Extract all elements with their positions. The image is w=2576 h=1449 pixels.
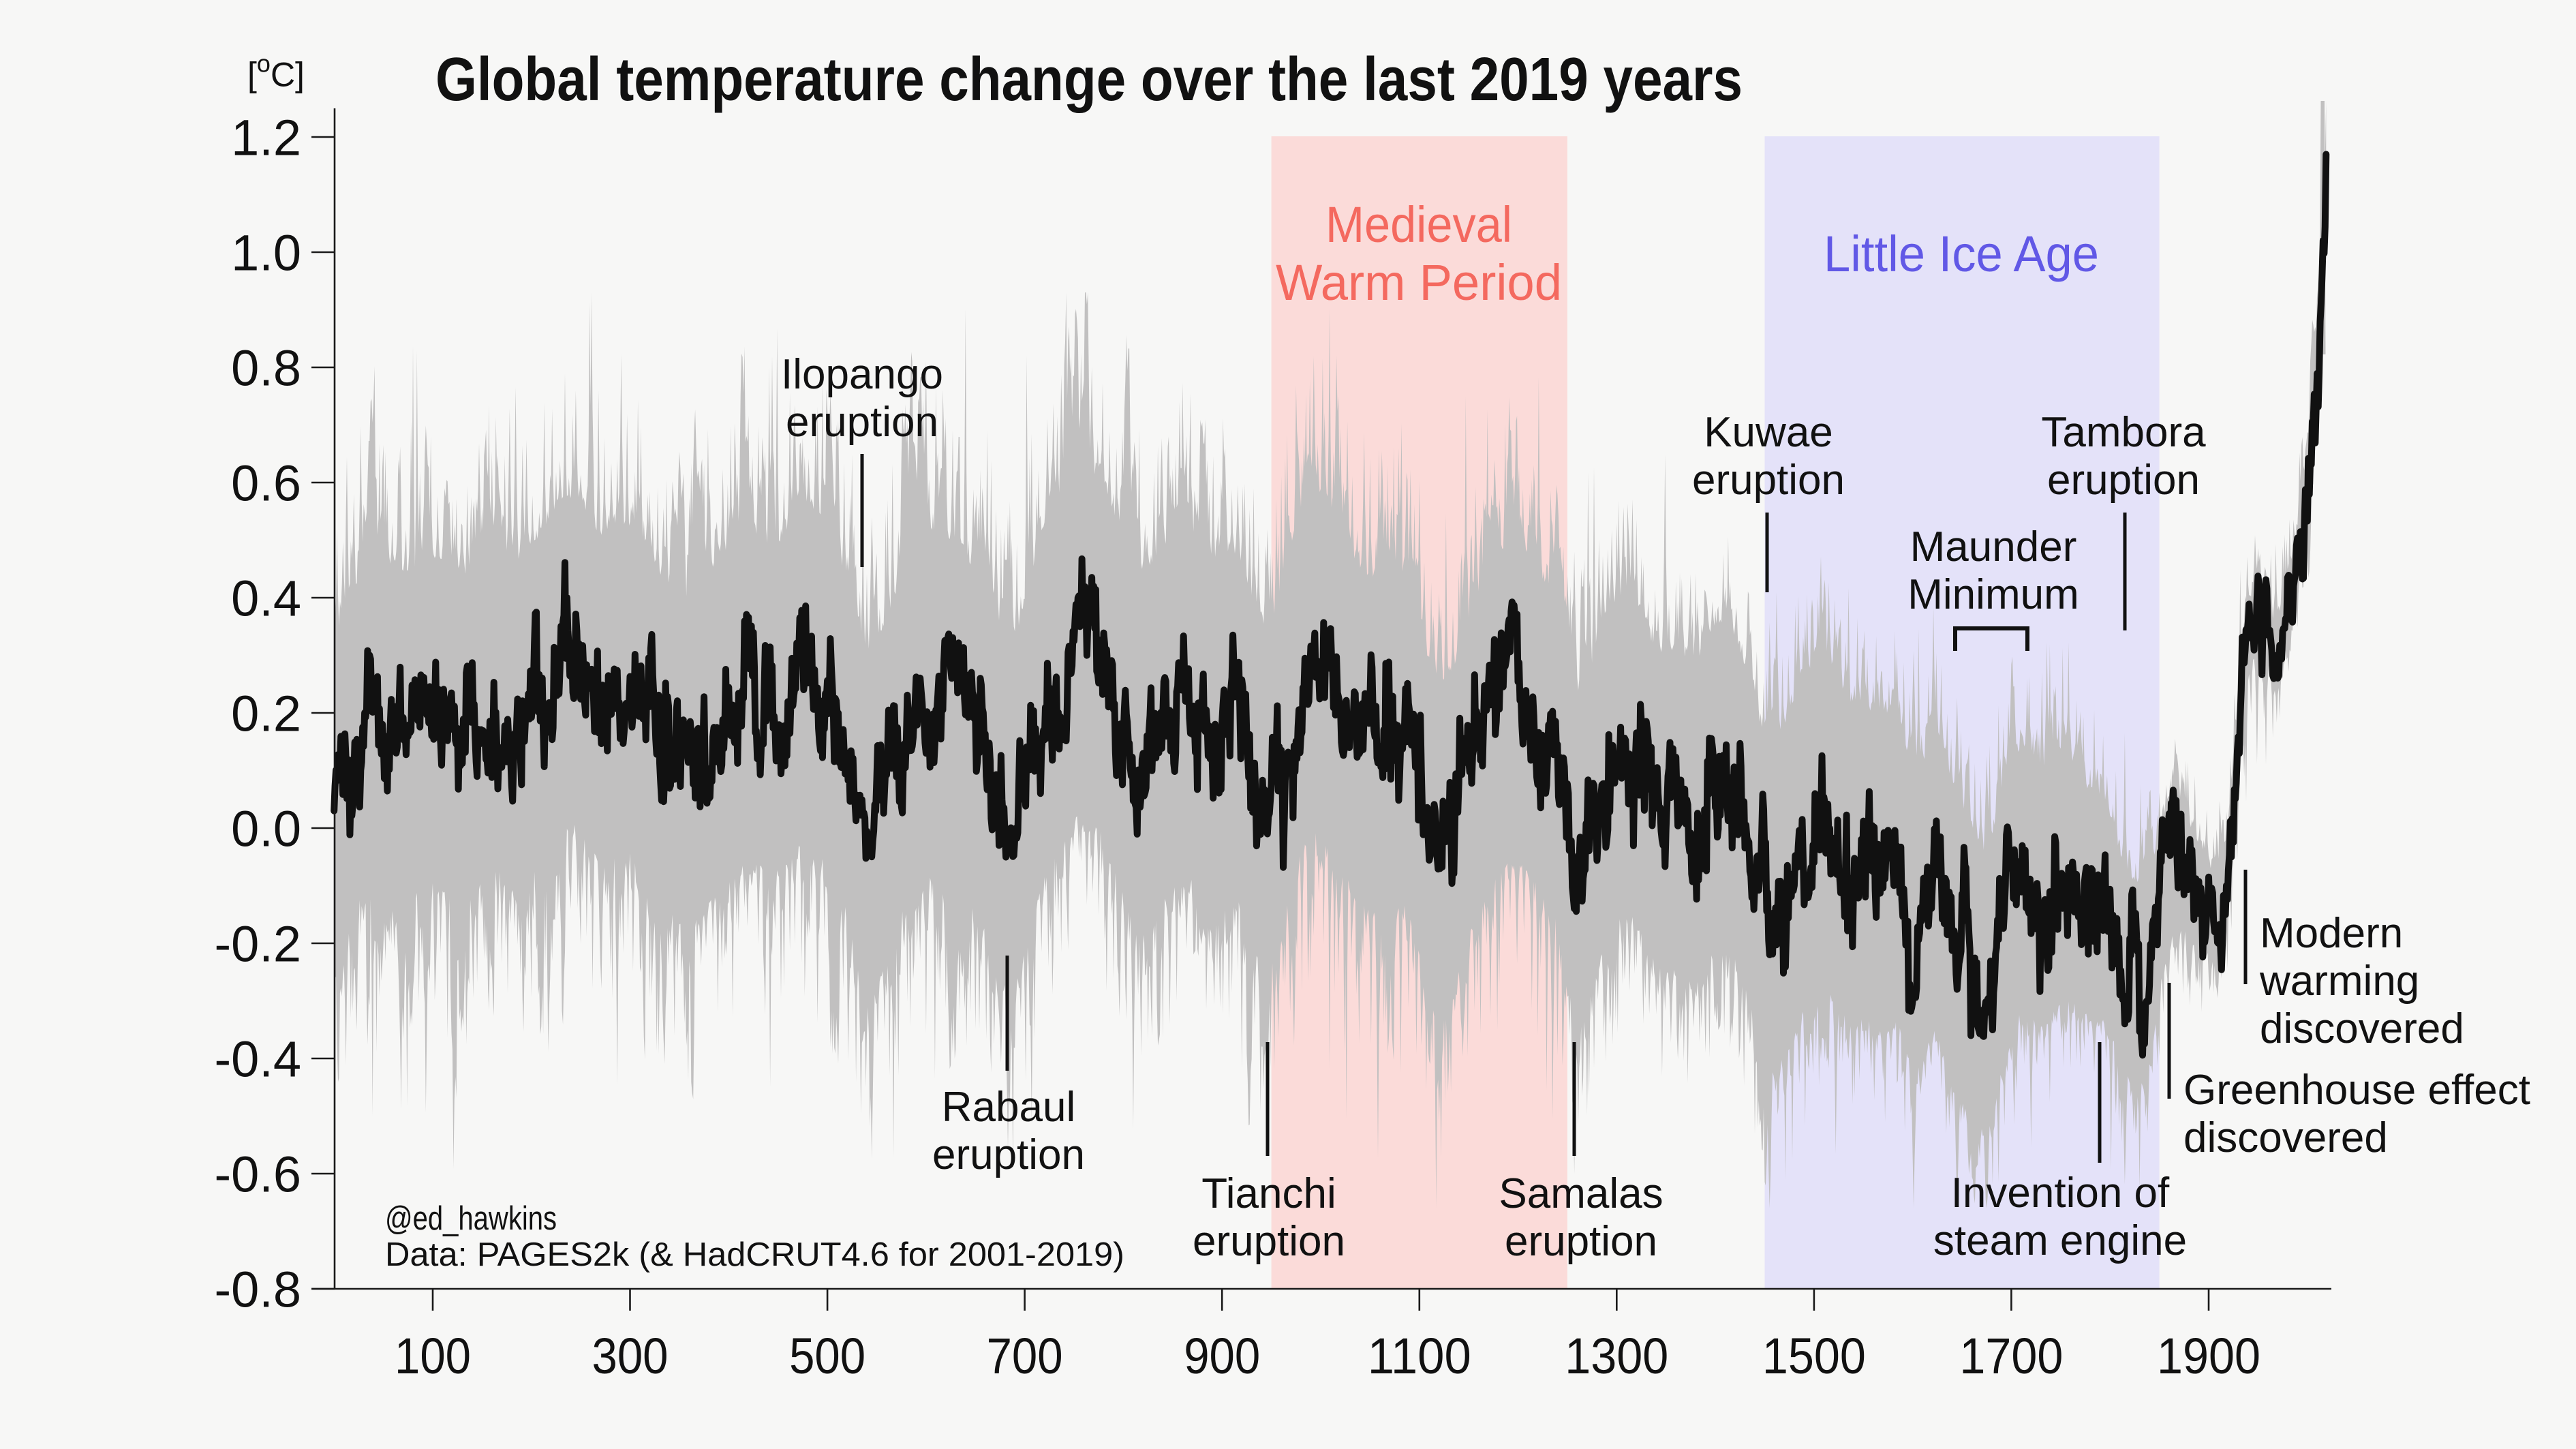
svg-text:700: 700 bbox=[987, 1328, 1063, 1384]
svg-text:steam engine: steam engine bbox=[1933, 1217, 2187, 1264]
svg-text:warming: warming bbox=[2259, 958, 2419, 1005]
svg-text:Little Ice Age: Little Ice Age bbox=[1824, 226, 2099, 282]
svg-text:discovered: discovered bbox=[2260, 1005, 2464, 1052]
svg-text:0.0: 0.0 bbox=[231, 801, 301, 857]
svg-text:Maunder: Maunder bbox=[1910, 523, 2077, 570]
svg-text:eruption: eruption bbox=[932, 1131, 1085, 1178]
svg-text:1100: 1100 bbox=[1368, 1328, 1471, 1384]
svg-text:[oC]: [oC] bbox=[247, 50, 305, 94]
svg-text:Samalas: Samalas bbox=[1499, 1170, 1663, 1217]
svg-text:1500: 1500 bbox=[1762, 1328, 1866, 1384]
svg-text:100: 100 bbox=[395, 1328, 471, 1384]
svg-text:Tianchi: Tianchi bbox=[1201, 1170, 1336, 1217]
svg-text:-0.4: -0.4 bbox=[214, 1031, 301, 1088]
svg-text:1700: 1700 bbox=[1959, 1328, 2063, 1384]
svg-text:Warm Period: Warm Period bbox=[1276, 254, 1562, 311]
svg-text:@ed_hawkins: @ed_hawkins bbox=[385, 1200, 557, 1237]
svg-text:1300: 1300 bbox=[1565, 1328, 1668, 1384]
svg-text:0.4: 0.4 bbox=[231, 570, 301, 627]
svg-text:Data: PAGES2k (& HadCRUT4.6 fo: Data: PAGES2k (& HadCRUT4.6 for 2001-201… bbox=[385, 1236, 1124, 1273]
svg-text:eruption: eruption bbox=[1692, 457, 1845, 504]
svg-text:0.8: 0.8 bbox=[231, 340, 301, 397]
svg-text:Invention of: Invention of bbox=[1951, 1170, 2170, 1217]
svg-text:Medieval: Medieval bbox=[1325, 196, 1512, 253]
svg-text:eruption: eruption bbox=[786, 399, 938, 446]
svg-text:Global temperature change over: Global temperature change over the last … bbox=[435, 46, 1743, 114]
svg-text:1900: 1900 bbox=[2157, 1328, 2260, 1384]
svg-text:-0.6: -0.6 bbox=[214, 1146, 301, 1203]
svg-text:eruption: eruption bbox=[2047, 457, 2200, 504]
svg-text:500: 500 bbox=[789, 1328, 865, 1384]
svg-text:1.2: 1.2 bbox=[231, 110, 301, 166]
svg-text:Ilopango: Ilopango bbox=[781, 351, 943, 398]
svg-text:300: 300 bbox=[592, 1328, 669, 1384]
svg-text:Greenhouse effect: Greenhouse effect bbox=[2183, 1067, 2530, 1114]
svg-text:Tambora: Tambora bbox=[2041, 409, 2206, 456]
svg-text:Kuwae: Kuwae bbox=[1704, 409, 1833, 456]
svg-text:0.2: 0.2 bbox=[231, 686, 301, 742]
svg-text:Rabaul: Rabaul bbox=[942, 1084, 1075, 1131]
svg-text:-0.2: -0.2 bbox=[214, 916, 301, 973]
svg-text:Modern: Modern bbox=[2260, 910, 2403, 957]
svg-text:eruption: eruption bbox=[1193, 1218, 1345, 1265]
svg-text:discovered: discovered bbox=[2183, 1114, 2388, 1161]
svg-text:-0.8: -0.8 bbox=[214, 1262, 301, 1318]
svg-text:1.0: 1.0 bbox=[231, 225, 301, 281]
svg-text:0.6: 0.6 bbox=[231, 455, 301, 512]
svg-text:Minimum: Minimum bbox=[1907, 571, 2079, 618]
svg-text:900: 900 bbox=[1184, 1328, 1260, 1384]
svg-text:eruption: eruption bbox=[1505, 1218, 1657, 1265]
